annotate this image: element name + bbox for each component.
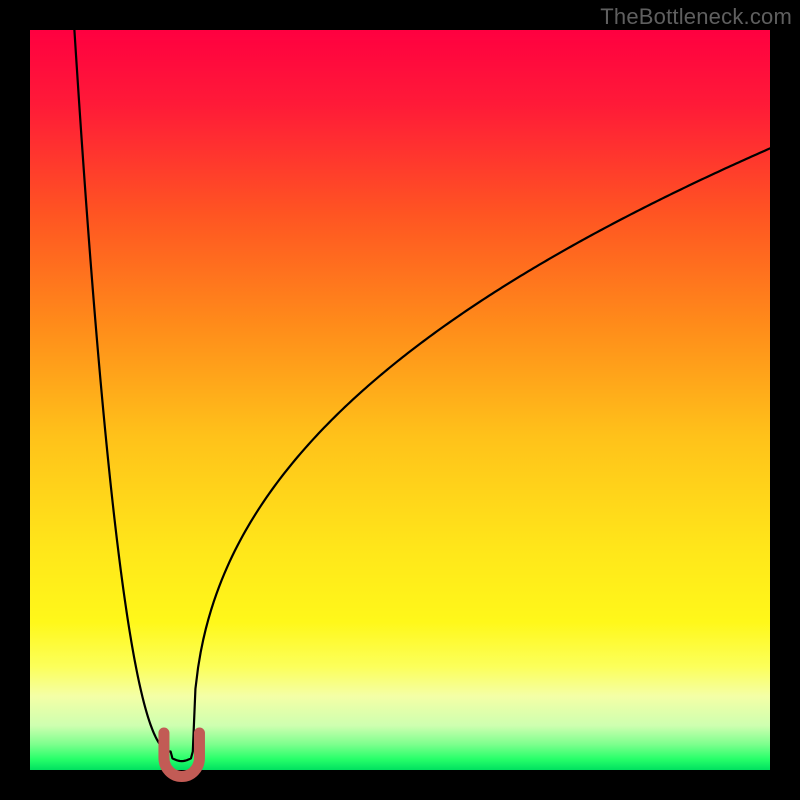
- watermark-text: TheBottleneck.com: [600, 4, 792, 30]
- chart-canvas: TheBottleneck.com: [0, 0, 800, 800]
- plot-background: [30, 30, 770, 770]
- bottleneck-curve-chart: [0, 0, 800, 800]
